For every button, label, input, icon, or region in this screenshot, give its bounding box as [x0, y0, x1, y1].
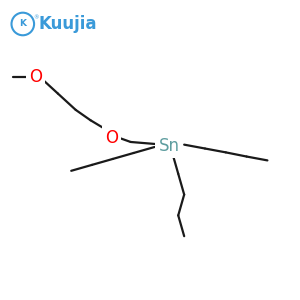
- Text: Kuujia: Kuujia: [38, 15, 97, 33]
- Text: O: O: [29, 68, 42, 86]
- Text: K: K: [19, 20, 26, 28]
- Text: O: O: [105, 129, 118, 147]
- Text: ®: ®: [33, 16, 38, 20]
- Text: Sn: Sn: [159, 136, 180, 154]
